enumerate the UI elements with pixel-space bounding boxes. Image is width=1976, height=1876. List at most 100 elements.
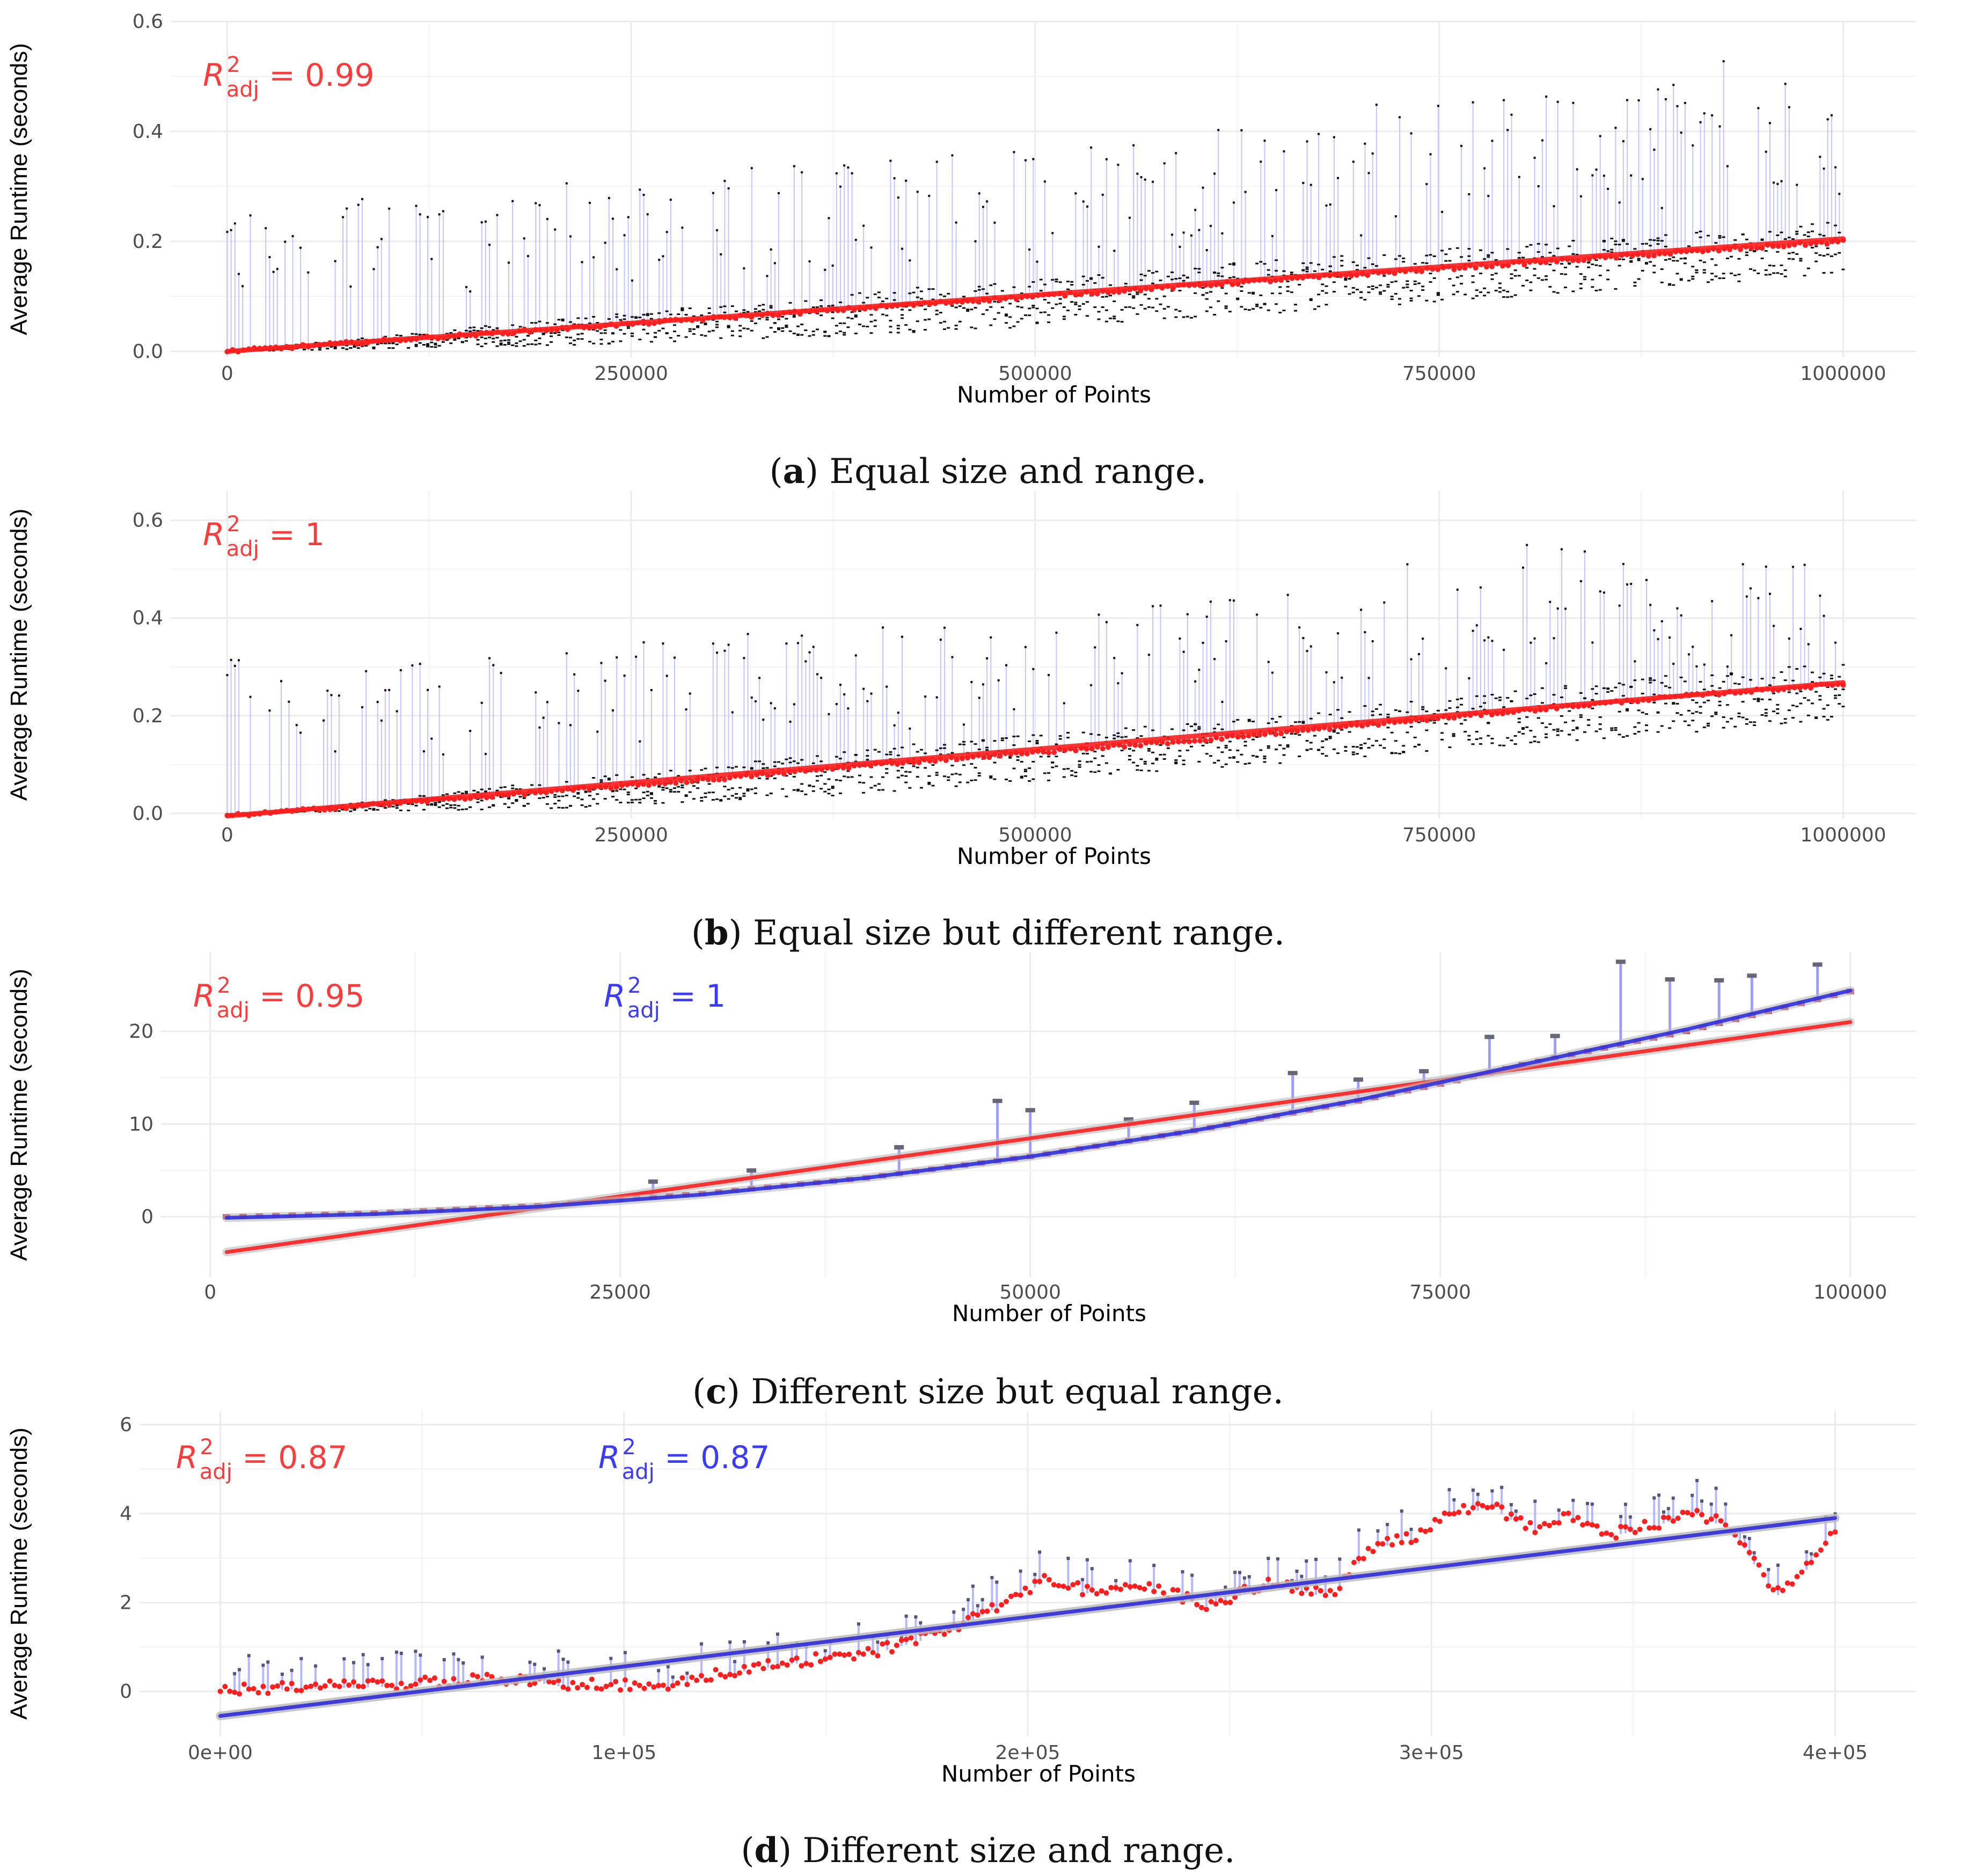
run-point: [360, 337, 364, 339]
max-point: [1367, 172, 1370, 174]
run-point: [1359, 291, 1363, 293]
run-point: [596, 322, 599, 324]
run-point: [692, 785, 696, 787]
run-point: [1799, 690, 1803, 692]
max-point: [1209, 600, 1212, 603]
run-point: [626, 791, 630, 793]
run-point: [592, 342, 596, 345]
max-point: [747, 1168, 757, 1173]
max-point: [1456, 588, 1459, 591]
run-point: [703, 1677, 709, 1683]
run-point: [1035, 322, 1039, 324]
run-point: [632, 1680, 638, 1686]
run-point: [1613, 1535, 1619, 1541]
run-point: [1587, 266, 1591, 268]
max-point: [635, 655, 638, 658]
max-point: [1653, 148, 1656, 151]
max-point: [1468, 677, 1470, 679]
run-point: [958, 305, 962, 307]
run-point: [1626, 709, 1629, 712]
max-point: [971, 1584, 975, 1588]
run-point: [1337, 1586, 1343, 1592]
y-axis-title: Average Runtime (seconds): [6, 509, 32, 801]
run-point: [333, 347, 337, 349]
run-point: [1829, 716, 1833, 718]
run-point: [1178, 290, 1182, 292]
max-point: [831, 264, 834, 267]
run-point: [884, 1640, 890, 1646]
run-point: [811, 790, 815, 792]
max-point: [1371, 152, 1374, 155]
run-point: [657, 329, 661, 332]
run-point: [839, 780, 843, 782]
run-point: [680, 787, 684, 789]
run-point: [327, 1678, 333, 1684]
run-point: [1005, 737, 1008, 739]
run-point: [1725, 675, 1729, 677]
max-point: [1747, 973, 1757, 978]
max-point: [1171, 233, 1174, 236]
y-tick-label: 2: [120, 1592, 132, 1614]
mean-point: [1073, 748, 1079, 753]
run-point: [1162, 753, 1166, 756]
run-point: [1706, 699, 1710, 701]
run-point: [1579, 287, 1583, 289]
run-point: [1633, 679, 1637, 681]
run-point: [1764, 712, 1768, 714]
run-point: [1432, 720, 1436, 722]
max-point: [1221, 700, 1224, 703]
max-point: [1376, 1529, 1380, 1533]
run-point: [599, 779, 603, 781]
max-point: [839, 684, 842, 686]
run-point: [854, 314, 858, 317]
run-point: [719, 306, 723, 308]
run-point: [1065, 1585, 1071, 1591]
run-point: [1327, 1588, 1333, 1594]
run-point: [1829, 677, 1833, 679]
run-point: [993, 761, 997, 764]
max-point: [699, 1642, 703, 1646]
run-point: [850, 294, 854, 296]
run-point: [1282, 754, 1286, 756]
run-point: [742, 327, 746, 329]
run-point: [1224, 305, 1228, 307]
run-point: [1699, 230, 1702, 232]
y-tick-label: 0.2: [133, 705, 163, 727]
run-point: [1406, 711, 1409, 713]
caption-text: ) Different size and range.: [778, 1831, 1235, 1871]
run-point: [303, 1684, 309, 1690]
max-point: [1476, 1492, 1480, 1496]
run-point: [1270, 717, 1274, 720]
run-point: [1089, 278, 1093, 280]
run-point: [460, 792, 464, 794]
run-point: [1299, 1591, 1305, 1596]
max-point: [909, 727, 911, 730]
max-point: [1105, 621, 1108, 624]
max-point: [1503, 99, 1505, 101]
run-point: [719, 799, 723, 801]
max-point: [897, 712, 899, 714]
run-point: [985, 746, 989, 749]
run-point: [636, 1682, 642, 1688]
run-point: [449, 804, 453, 807]
mean-point: [1122, 744, 1128, 750]
max-point: [666, 1665, 670, 1668]
run-point: [1189, 726, 1193, 728]
run-point: [823, 331, 827, 333]
run-point: [974, 307, 977, 309]
run-point: [1525, 716, 1529, 718]
run-point: [1240, 285, 1243, 288]
run-point: [1730, 672, 1733, 675]
max-point: [1549, 600, 1551, 603]
run-point: [1706, 724, 1710, 727]
fit-line: [218, 1516, 1838, 1718]
run-point: [770, 1664, 776, 1670]
run-point: [398, 1680, 404, 1686]
run-point: [1679, 676, 1683, 678]
run-point: [1463, 719, 1467, 721]
run-point: [881, 313, 885, 316]
run-point: [1644, 724, 1648, 726]
r2-subscript: adj: [226, 77, 259, 102]
run-point: [430, 803, 434, 805]
run-point: [1020, 292, 1023, 295]
